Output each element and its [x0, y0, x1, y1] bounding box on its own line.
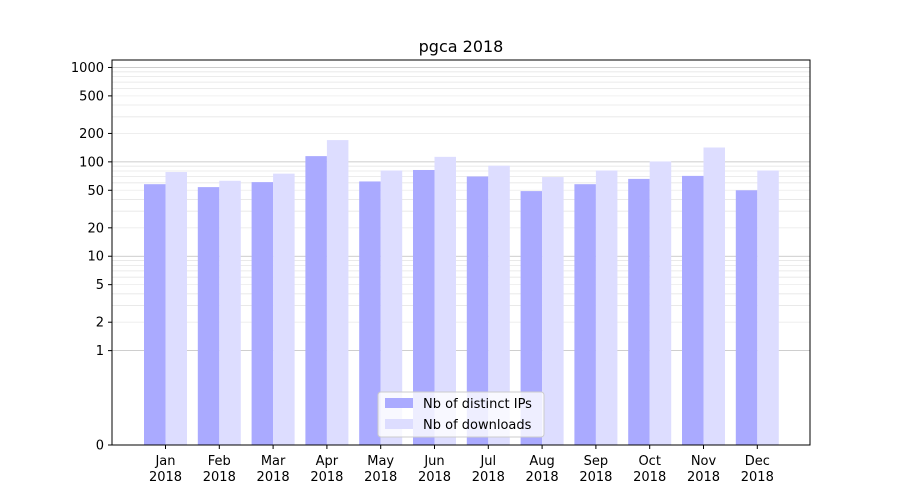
x-tick-label: Dec 2018: [741, 454, 774, 485]
legend-swatch: [385, 419, 413, 429]
bar-distinct-ips: [466, 176, 489, 445]
y-tick-label: 100: [79, 155, 104, 170]
bar-distinct-ips: [574, 184, 596, 445]
bar-downloads: [326, 140, 349, 445]
y-tick-label: 2: [96, 316, 104, 331]
y-tick-label: 0: [96, 439, 104, 454]
bar-downloads: [488, 165, 510, 445]
bar-distinct-ips: [251, 182, 274, 445]
bar-distinct-ips: [682, 175, 704, 445]
y-axis: 0 1 2 5 10 20 50 100 200 500 1000: [71, 61, 112, 454]
bars: [144, 140, 779, 446]
bar-downloads: [703, 147, 725, 445]
bar-distinct-ips: [735, 190, 758, 445]
y-tick-label: 20: [87, 221, 104, 236]
bar-downloads: [380, 170, 403, 445]
bar-distinct-ips: [305, 156, 327, 446]
x-tick-label: Sep 2018: [579, 454, 612, 485]
bar-downloads: [434, 156, 456, 445]
x-tick-label: Apr 2018: [310, 454, 343, 485]
x-tick-label: Jun 2018: [418, 454, 451, 485]
bar-downloads: [649, 161, 672, 445]
y-tick-label: 1: [96, 344, 104, 359]
x-tick-label: Mar 2018: [257, 454, 290, 485]
bar-downloads: [595, 170, 618, 445]
bar-distinct-ips: [413, 169, 435, 446]
bar-distinct-ips: [628, 178, 650, 445]
y-tick-label: 50: [87, 184, 104, 199]
x-tick-label: May 2018: [364, 454, 397, 485]
bar-distinct-ips: [144, 184, 166, 445]
chart-title: pgca 2018: [419, 37, 504, 56]
bar-distinct-ips: [359, 181, 381, 445]
bar-downloads: [219, 180, 241, 445]
y-tick-label: 5: [96, 278, 104, 293]
bar-downloads: [165, 172, 187, 445]
bar-distinct-ips: [520, 191, 543, 445]
x-tick-label: Feb 2018: [203, 454, 236, 485]
x-tick-label: Jul 2018: [472, 454, 505, 485]
legend: Nb of distinct IPs Nb of downloads: [377, 391, 545, 438]
bar-distinct-ips: [197, 187, 220, 446]
x-tick-label: Aug 2018: [526, 454, 559, 485]
legend-label: Nb of downloads: [423, 418, 532, 433]
legend-label: Nb of distinct IPs: [423, 397, 532, 412]
bar-downloads: [542, 177, 564, 445]
x-tick-label: Jan 2018: [149, 454, 182, 485]
legend-box: [377, 391, 545, 438]
bar-downloads: [273, 173, 295, 446]
x-tick-label: Oct 2018: [633, 454, 666, 485]
plot-frame: [111, 59, 811, 446]
bar-downloads: [757, 170, 779, 445]
x-tick-label: Nov 2018: [687, 454, 720, 485]
legend-swatch: [385, 398, 413, 408]
y-tick-label: 1000: [71, 61, 104, 76]
x-axis: Jan 2018 Feb 2018 Mar 2018 Apr 2018 May 2018 Jun 20…: [149, 445, 774, 485]
y-tick-label: 500: [79, 89, 104, 104]
y-tick-label: 10: [87, 250, 104, 265]
y-tick-label: 200: [79, 127, 104, 142]
